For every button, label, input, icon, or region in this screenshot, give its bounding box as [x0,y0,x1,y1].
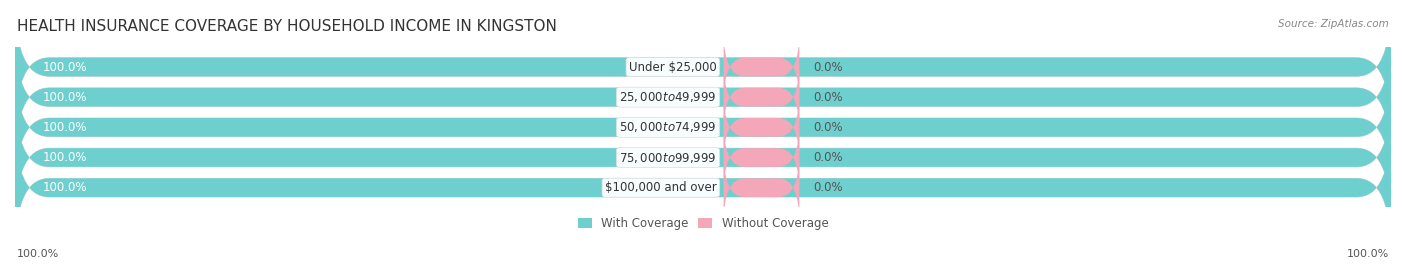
Text: 0.0%: 0.0% [813,60,842,73]
FancyBboxPatch shape [15,122,1391,254]
FancyBboxPatch shape [15,92,1391,224]
Text: 100.0%: 100.0% [42,181,87,194]
Text: 0.0%: 0.0% [813,151,842,164]
FancyBboxPatch shape [15,31,1391,163]
FancyBboxPatch shape [724,122,800,193]
FancyBboxPatch shape [724,92,800,163]
Text: Under $25,000: Under $25,000 [628,60,717,73]
FancyBboxPatch shape [15,61,1391,193]
Text: 100.0%: 100.0% [42,60,87,73]
FancyBboxPatch shape [724,152,800,224]
Text: 100.0%: 100.0% [42,121,87,134]
Text: 0.0%: 0.0% [813,121,842,134]
FancyBboxPatch shape [15,92,1391,224]
Text: $50,000 to $74,999: $50,000 to $74,999 [619,120,717,134]
Text: Source: ZipAtlas.com: Source: ZipAtlas.com [1278,19,1389,29]
Text: 100.0%: 100.0% [1347,249,1389,259]
FancyBboxPatch shape [15,31,1391,163]
FancyBboxPatch shape [15,61,1391,193]
FancyBboxPatch shape [15,122,1391,254]
Text: 0.0%: 0.0% [813,181,842,194]
Text: $75,000 to $99,999: $75,000 to $99,999 [619,150,717,164]
Text: 100.0%: 100.0% [42,91,87,104]
Legend: With Coverage, Without Coverage: With Coverage, Without Coverage [578,217,828,230]
FancyBboxPatch shape [15,1,1391,133]
FancyBboxPatch shape [724,61,800,133]
Text: 100.0%: 100.0% [42,151,87,164]
Text: $25,000 to $49,999: $25,000 to $49,999 [619,90,717,104]
Text: 100.0%: 100.0% [17,249,59,259]
Text: $100,000 and over: $100,000 and over [605,181,717,194]
FancyBboxPatch shape [15,1,1391,133]
Text: 0.0%: 0.0% [813,91,842,104]
FancyBboxPatch shape [724,31,800,103]
Text: HEALTH INSURANCE COVERAGE BY HOUSEHOLD INCOME IN KINGSTON: HEALTH INSURANCE COVERAGE BY HOUSEHOLD I… [17,19,557,34]
